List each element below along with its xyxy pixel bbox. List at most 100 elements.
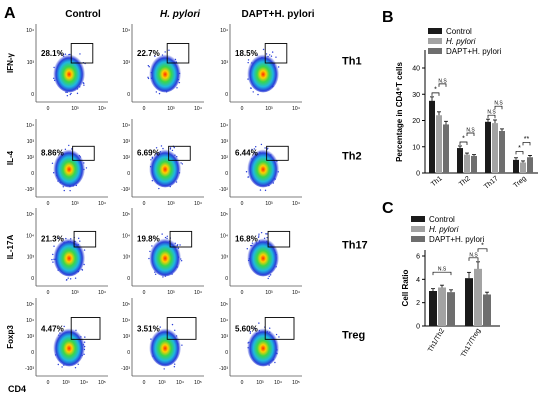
flow-event-dot [179, 244, 180, 245]
flow-plot: 10⁴ 10³ 10² 0 -10² 0 10³ 10⁴ 6.44% [219, 119, 302, 207]
flow-xtick: 10⁴ [98, 201, 106, 207]
flow-event-dot [161, 233, 162, 234]
c-bar-th17treg-s2 [483, 295, 491, 327]
flow-event-dot [261, 144, 262, 145]
b-sig-label: * [518, 145, 521, 152]
flow-ytick: 0 [127, 92, 130, 98]
flow-ytick: 10⁵ [26, 302, 34, 308]
b-legend-control: Control [446, 27, 472, 36]
flow-ytick: 10² [221, 155, 229, 161]
flow-xtick: 0 [241, 290, 244, 296]
flow-ytick: 10³ [27, 255, 35, 261]
b-ytick-label: 40 [412, 66, 420, 73]
flow-xtick: 10⁴ [292, 290, 300, 296]
flow-event-dot [78, 238, 79, 239]
b-xlabel: Treg [512, 175, 527, 190]
flow-xtick: 10⁵ [194, 380, 202, 386]
flow-event-dot [172, 324, 173, 325]
flow-event-dot [69, 190, 70, 191]
c-ytick-label: 6 [416, 254, 420, 261]
c-sig-label: N.S [469, 252, 478, 258]
c-bar-th1th2-s1 [438, 288, 446, 327]
flow-event-dot [176, 87, 177, 88]
flow-ytick: 0 [127, 276, 130, 282]
flow-xtick: 0 [241, 380, 244, 386]
flow-xtick: 0 [47, 106, 50, 112]
flow-event-dot [181, 260, 182, 261]
flow-xtick: 10⁴ [176, 380, 184, 386]
flow-xtick: 10³ [256, 380, 264, 386]
flow-event-dot [158, 188, 159, 189]
flow-xtick: 10³ [62, 380, 70, 386]
flow-ytick: 10² [27, 155, 35, 161]
flow-event-dot [261, 232, 262, 233]
flow-percentage: 19.8% [137, 235, 160, 244]
flow-event-dot [67, 95, 68, 96]
flow-ytick: -10² [121, 187, 130, 193]
bar-chart-b: Percentage in CD4⁺T cells 010203040 N.S*… [395, 27, 538, 191]
flow-ytick: 10³ [221, 334, 229, 340]
b-sig-label: * [462, 135, 465, 142]
flow-ytick: -10³ [25, 366, 34, 372]
flow-event-dot [272, 51, 273, 52]
b-bar-th1-s0 [429, 101, 435, 173]
flow-event-dot [266, 233, 267, 234]
b-bar-th1-s2 [443, 124, 449, 173]
b-sig-label: N.S [487, 110, 496, 116]
flow-event-dot [79, 53, 80, 54]
flow-ytick: 10⁴ [26, 123, 34, 129]
flow-xtick: 0 [241, 106, 244, 112]
flow-event-dot [265, 233, 266, 234]
flow-xtick: 10³ [167, 290, 175, 296]
flow-percentage: 28.1% [41, 49, 64, 58]
flow-ytick: 10³ [221, 139, 229, 145]
b-ytick-label: 30 [412, 92, 420, 99]
flow-ytick: 10⁴ [220, 123, 228, 129]
flow-plot: 10⁴10³00 10³ 10⁴28.1% [26, 24, 108, 112]
flow-event-dot [78, 364, 79, 365]
flow-event-dot [52, 163, 53, 164]
b-sig-label: ** [524, 136, 530, 143]
panel-letter-a: A [4, 5, 16, 22]
flow-xtick: 10⁴ [274, 380, 282, 386]
flow-xtick: 10³ [71, 201, 79, 207]
flow-event-dot [263, 49, 264, 50]
b-bar-treg-s1 [520, 163, 526, 174]
flow-percentage: 5.60% [235, 325, 258, 334]
flow-plot: 10⁴10³00 10³ 10⁴18.5% [220, 24, 302, 112]
b-legend: Control H. pylori DAPT+H. pylori [428, 27, 502, 56]
b-legend-swatch-control [428, 28, 442, 34]
flow-ytick: -10³ [121, 366, 130, 372]
flow-ytick: 10⁴ [122, 318, 130, 324]
flow-event-dot [258, 233, 259, 234]
flow-event-dot [182, 163, 183, 164]
flow-xtick: 10³ [265, 106, 273, 112]
flow-xtick: 10⁵ [98, 380, 106, 386]
flow-event-dot [253, 91, 254, 92]
b-ytick-label: 20 [412, 118, 420, 125]
flow-xtick: 0 [241, 201, 244, 207]
flow-xtick: 0 [47, 380, 50, 386]
panel-letter-c: C [382, 200, 394, 217]
flow-percentage: 6.44% [235, 148, 258, 157]
flow-ytick: 10⁴ [122, 28, 130, 34]
b-bar-treg-s0 [513, 160, 519, 173]
flow-ytick: 10³ [123, 139, 131, 145]
flow-percentage: 8.86% [41, 148, 64, 157]
flow-percentage: 22.7% [137, 49, 160, 58]
flow-event-dot [77, 93, 78, 94]
flow-plot: 10⁴ 10³ 10² 0 -10² 0 10³ 10⁴ 8.86% [25, 119, 108, 207]
flow-xtick: 10⁴ [98, 106, 106, 112]
flow-event-dot [83, 84, 84, 85]
c-bar-th17treg-s1 [474, 269, 482, 326]
flow-event-dot [147, 77, 148, 78]
flow-ytick: 10³ [27, 60, 35, 66]
b-bar-th1-s1 [436, 115, 442, 173]
flow-ytick: 10⁴ [122, 233, 130, 239]
b-bar-th2-s2 [471, 156, 477, 173]
b-xlabel: Th1 [430, 175, 444, 188]
flow-event-dot [155, 274, 156, 275]
col-header-control: Control [65, 9, 101, 20]
flow-event-dot [270, 274, 271, 275]
c-sig-label: N.S [438, 267, 447, 273]
